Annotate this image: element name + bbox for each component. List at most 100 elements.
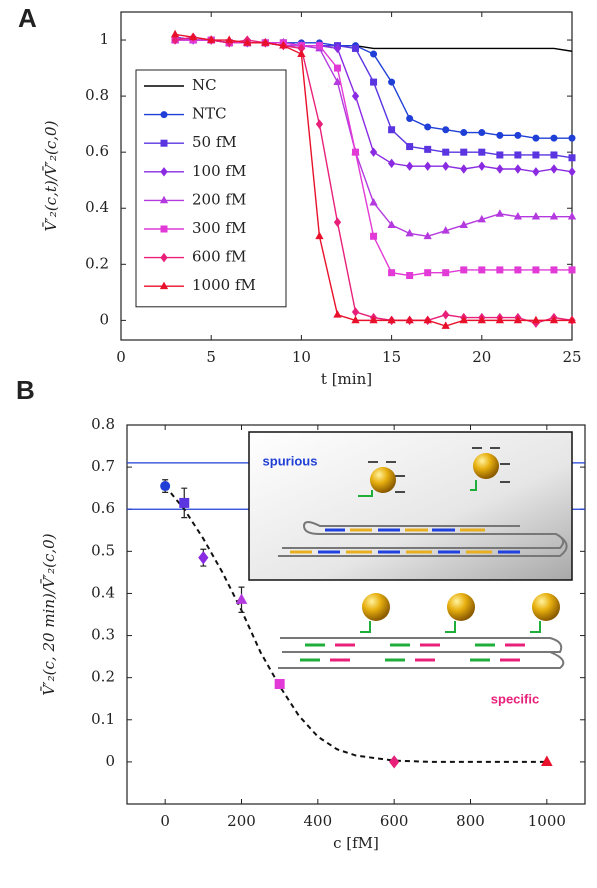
- data-point: [387, 158, 396, 169]
- data-point: [442, 310, 450, 320]
- data-point: [460, 148, 468, 156]
- legend-label: 300 fM: [192, 219, 246, 237]
- data-point: [387, 315, 396, 324]
- data-point: [243, 38, 252, 46]
- data-point: [333, 77, 342, 85]
- x-tick-label: 0: [116, 348, 126, 366]
- data-point: [514, 266, 522, 274]
- data-point: [198, 550, 209, 565]
- legend-label: 200 fM: [192, 190, 246, 208]
- data-point: [351, 307, 360, 317]
- data-point: [171, 35, 179, 45]
- data-point: [279, 41, 288, 49]
- data-point: [387, 220, 396, 228]
- panel-label: B: [16, 375, 35, 405]
- data-point: [315, 231, 324, 240]
- legend-marker: [159, 281, 169, 290]
- data-point: [541, 755, 553, 766]
- data-point: [567, 315, 577, 324]
- data-point: [460, 164, 468, 174]
- y-tick-label: 0.7: [91, 457, 115, 475]
- data-point: [478, 266, 486, 274]
- data-point: [370, 78, 378, 86]
- data-point: [514, 131, 522, 139]
- x-tick-label: 0: [160, 812, 170, 830]
- data-point: [550, 151, 558, 159]
- data-point: [459, 315, 468, 324]
- data-point: [388, 78, 396, 86]
- data-point: [442, 269, 450, 277]
- data-point: [495, 209, 504, 217]
- data-point: [460, 266, 468, 274]
- data-point: [170, 29, 180, 38]
- data-point: [459, 220, 468, 228]
- y-tick-label: 0.2: [91, 668, 115, 686]
- x-axis-label: c [fM]: [333, 834, 379, 852]
- x-tick-label: 600: [380, 812, 409, 830]
- legend-marker: [159, 195, 169, 204]
- data-point: [496, 266, 504, 274]
- data-point: [389, 755, 400, 769]
- y-tick-label: 0.5: [91, 541, 115, 559]
- y-tick-label: 0.4: [85, 198, 109, 216]
- legend-label: NC: [192, 76, 217, 94]
- data-point: [369, 315, 378, 324]
- data-point: [441, 321, 450, 329]
- legend-label: 50 fM: [192, 133, 237, 151]
- data-point: [550, 134, 558, 142]
- data-point: [495, 315, 504, 324]
- legend-label: NTC: [192, 105, 227, 123]
- inset-diagram: [248, 431, 573, 669]
- data-point: [550, 164, 558, 174]
- x-tick-label: 15: [382, 348, 401, 366]
- data-point: [478, 161, 486, 171]
- data-point: [388, 269, 396, 277]
- data-point: [406, 272, 414, 280]
- data-point: [442, 161, 450, 171]
- data-point: [405, 315, 414, 324]
- legend-marker: [160, 111, 168, 119]
- data-point: [406, 143, 414, 151]
- y-tick-label: 0: [105, 752, 115, 770]
- annotation: spurious: [263, 453, 318, 468]
- y-tick-label: 0.6: [91, 499, 115, 517]
- y-axis-label: V̄′₂(c, 20 min)/V̄′₂(c,0): [40, 533, 58, 695]
- legend-marker: [160, 139, 168, 147]
- data-point: [568, 154, 576, 162]
- data-point: [370, 232, 378, 240]
- y-tick-label: 0.4: [91, 583, 115, 601]
- data-point: [532, 151, 540, 159]
- legend-marker: [160, 252, 168, 263]
- y-tick-label: 0.1: [91, 710, 115, 728]
- x-tick-label: 10: [292, 348, 311, 366]
- legend-label: 100 fM: [192, 162, 246, 180]
- data-point: [207, 35, 216, 43]
- data-point: [369, 197, 378, 206]
- panel-label: A: [18, 3, 37, 33]
- legend-label: 600 fM: [192, 248, 246, 266]
- data-point: [532, 266, 540, 274]
- x-tick-label: 1000: [528, 812, 566, 830]
- data-point: [550, 266, 558, 274]
- data-point: [333, 310, 342, 318]
- data-point: [388, 126, 396, 134]
- data-point: [370, 50, 378, 58]
- data-point: [549, 315, 559, 324]
- x-tick-label: 20: [472, 348, 491, 366]
- legend-label: 1000 fM: [192, 276, 256, 294]
- data-point: [351, 91, 360, 101]
- data-point: [405, 228, 414, 237]
- data-point: [333, 217, 342, 227]
- data-point: [532, 167, 540, 177]
- data-point: [460, 129, 468, 137]
- data-point: [315, 119, 324, 129]
- data-point: [531, 212, 541, 220]
- y-tick-label: 1: [99, 30, 109, 48]
- data-point: [514, 164, 522, 174]
- data-point: [352, 44, 360, 52]
- data-point: [406, 115, 414, 123]
- data-point: [179, 497, 190, 508]
- data-point: [297, 49, 306, 57]
- legend-marker: [160, 225, 168, 233]
